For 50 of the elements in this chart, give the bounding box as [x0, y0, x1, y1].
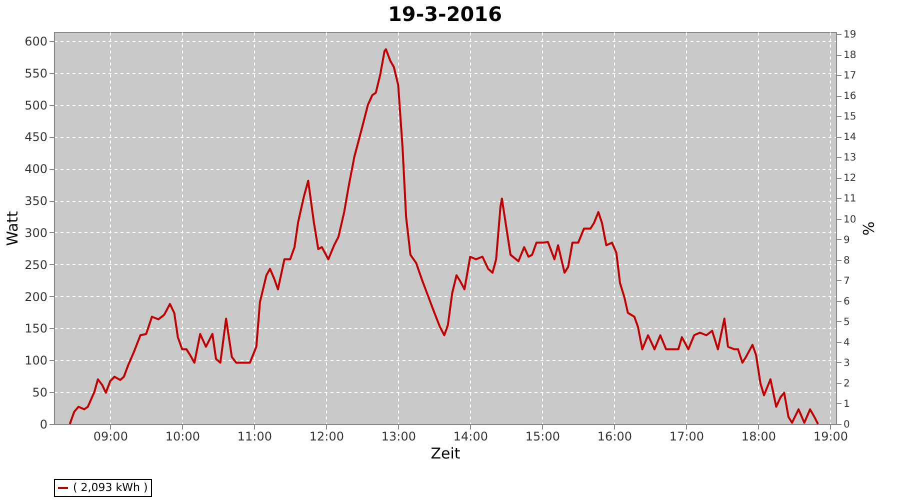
- y2-tick-label: 13: [844, 152, 856, 164]
- legend-label: ( 2,093 kWh ): [73, 481, 148, 494]
- y2-tick-label: 9: [844, 234, 850, 246]
- x-tick-label: 13:00: [381, 430, 416, 444]
- x-tick-label: 17:00: [669, 430, 704, 444]
- y-tick-label: 300: [24, 226, 48, 240]
- y-tick-label: 0: [40, 418, 48, 432]
- y2-tick-label: 14: [844, 132, 856, 144]
- y2-tick-label: 0: [844, 420, 850, 430]
- y-axis-title: Watt: [4, 210, 22, 246]
- x-axis-title: Zeit: [430, 444, 460, 462]
- y2-tick-label: 8: [844, 255, 850, 266]
- x-tick-label: 11:00: [237, 430, 272, 444]
- x-tick-label: 09:00: [93, 430, 128, 444]
- line-series: [68, 48, 819, 425]
- y2-tick-label: 12: [844, 173, 856, 184]
- y2-tick-label: 1: [844, 398, 850, 410]
- x-tick-label: 14:00: [453, 430, 488, 444]
- y-tick-label: 200: [24, 290, 48, 304]
- y-tick-label: 500: [24, 98, 48, 112]
- y2-tick-label: 7: [844, 276, 850, 287]
- x-tick-label: 10:00: [165, 430, 200, 444]
- y-tick-label: 450: [24, 130, 48, 144]
- x-tick-label: 16:00: [597, 430, 632, 444]
- y-tick-label: 50: [32, 386, 48, 400]
- x-tick-label: 15:00: [525, 430, 560, 444]
- x-tick-label: 18:00: [741, 430, 776, 444]
- y-tick-label: 100: [24, 354, 48, 368]
- y2-tick-label: 3: [844, 358, 850, 369]
- y2-tick-label: 18: [844, 50, 856, 62]
- y2-tick-label: 16: [844, 91, 856, 102]
- y-tick-label: 600: [24, 34, 48, 48]
- chart-title: 19-3-2016: [388, 2, 502, 26]
- y2-tick-label: 10: [844, 214, 856, 226]
- y-tick-label: 150: [24, 322, 48, 336]
- x-tick-label: 12:00: [309, 430, 344, 444]
- y2-tick-label: 15: [844, 112, 856, 123]
- y2-tick-label: 17: [844, 70, 856, 82]
- y2-axis-title: %: [859, 221, 878, 236]
- y2-tick-label: 5: [844, 316, 850, 328]
- y2-tick-label: 4: [844, 337, 850, 348]
- y-tick-label: 400: [24, 162, 48, 176]
- y2-tick-label: 2: [844, 378, 850, 390]
- y-tick-label: 550: [24, 66, 48, 80]
- y2-tick-label: 6: [844, 296, 850, 308]
- y-tick-label: 250: [24, 258, 48, 272]
- y-tick-label: 350: [24, 194, 48, 208]
- y2-tick-label: 11: [844, 194, 856, 205]
- x-tick-label: 19:00: [813, 430, 848, 444]
- y2-tick-label: 19: [844, 30, 856, 41]
